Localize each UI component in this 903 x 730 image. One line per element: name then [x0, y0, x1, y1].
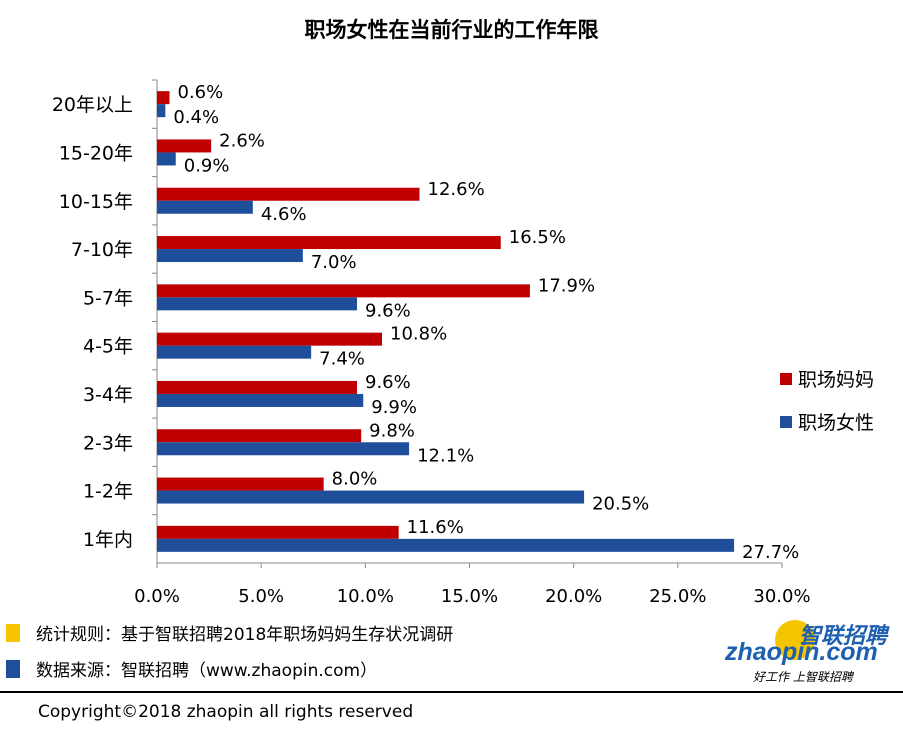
- data-label: 0.9%: [184, 155, 230, 176]
- data-label: 8.0%: [332, 469, 378, 490]
- data-label: 7.0%: [311, 252, 357, 273]
- data-label: 9.9%: [371, 397, 417, 418]
- y-tick-label: 5-7年: [83, 287, 133, 309]
- bar-women: [157, 393, 364, 407]
- bar-mothers: [157, 187, 420, 201]
- bar-mothers: [157, 284, 530, 298]
- bar-mothers: [157, 525, 399, 539]
- data-label: 9.6%: [365, 300, 411, 321]
- y-tick-label: 20年以上: [52, 94, 133, 116]
- bar-mothers: [157, 236, 501, 250]
- bar-women: [157, 200, 253, 214]
- bar-women: [157, 345, 312, 359]
- x-tick-label: 15.0%: [441, 586, 498, 607]
- logo-cn: 智联招聘: [798, 624, 887, 649]
- data-label: 17.9%: [538, 275, 595, 296]
- bar-women: [157, 297, 357, 311]
- data-label: 9.8%: [369, 420, 415, 441]
- data-label: 20.5%: [592, 494, 649, 515]
- data-label: 0.4%: [173, 107, 219, 128]
- logo-en: zhaopin.com: [725, 638, 878, 666]
- y-tick-label: 15-20年: [59, 142, 133, 164]
- copyright: Copyright©2018 zhaopin all rights reserv…: [38, 702, 414, 722]
- data-label: 4.6%: [261, 204, 307, 225]
- note-marker-yellow: [6, 624, 20, 642]
- bar-women: [157, 152, 176, 166]
- chart-title: 职场女性在当前行业的工作年限: [304, 18, 599, 42]
- bar-mothers: [157, 429, 362, 443]
- y-tick-label: 1年内: [83, 529, 133, 551]
- bar-women: [157, 104, 166, 118]
- x-tick-label: 0.0%: [134, 586, 180, 607]
- note-marker-blue: [6, 660, 20, 678]
- bar-chart: 20年以上 0.6% 0.4% 15-20年 2.6% 0.9% 10-15年 12.6% 4.…: [52, 79, 874, 607]
- y-tick-label: 3-4年: [83, 384, 133, 406]
- y-tick-label: 10-15年: [59, 191, 133, 213]
- bar-mothers: [157, 477, 324, 491]
- legend-label: 职场妈妈: [798, 369, 874, 391]
- x-tick-label: 5.0%: [238, 586, 284, 607]
- y-tick-label: 4-5年: [83, 336, 133, 358]
- y-tick-label: 2-3年: [83, 432, 133, 454]
- data-label: 7.4%: [319, 349, 365, 370]
- legend-swatch: [780, 373, 792, 385]
- y-tick-label: 1-2年: [83, 481, 133, 503]
- data-label: 0.6%: [178, 82, 224, 103]
- bar-women: [157, 249, 303, 263]
- footer-divider: [0, 691, 903, 693]
- data-label: 10.8%: [390, 324, 447, 345]
- bar-women: [157, 538, 735, 552]
- bar-mothers: [157, 91, 170, 105]
- data-label: 11.6%: [407, 517, 464, 538]
- bar-mothers: [157, 332, 382, 346]
- data-label: 9.6%: [365, 372, 411, 393]
- data-label: 12.1%: [417, 445, 474, 466]
- logo-sun-icon: [775, 620, 815, 660]
- x-tick-label: 30.0%: [753, 586, 810, 607]
- data-label: 16.5%: [509, 227, 566, 248]
- zhaopin-logo: 智联招聘 zhaopin.com 好工作 上智联招聘: [725, 618, 895, 688]
- bar-women: [157, 490, 585, 504]
- legend-label: 职场女性: [798, 412, 874, 434]
- x-tick-label: 10.0%: [337, 586, 394, 607]
- bar-mothers: [157, 139, 212, 153]
- bar-mothers: [157, 380, 357, 394]
- legend-swatch: [780, 416, 792, 428]
- x-tick-label: 25.0%: [649, 586, 706, 607]
- data-label: 27.7%: [742, 542, 799, 563]
- bar-women: [157, 442, 410, 456]
- y-tick-label: 7-10年: [71, 239, 133, 261]
- note-rule: 统计规则：基于智联招聘2018年职场妈妈生存状况调研: [36, 625, 454, 645]
- logo-slogan: 好工作 上智联招聘: [753, 670, 853, 684]
- data-label: 2.6%: [219, 130, 265, 151]
- note-source: 数据来源：智联招聘（www.zhaopin.com）: [36, 661, 378, 681]
- x-tick-label: 20.0%: [545, 586, 602, 607]
- data-label: 12.6%: [428, 179, 485, 200]
